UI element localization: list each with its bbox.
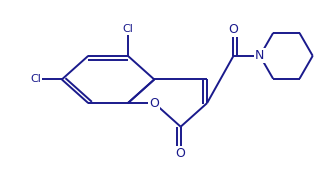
Text: O: O xyxy=(229,23,238,36)
Text: O: O xyxy=(176,147,186,160)
Text: Cl: Cl xyxy=(30,75,41,84)
Text: Cl: Cl xyxy=(122,24,133,35)
Text: O: O xyxy=(149,97,159,110)
Text: N: N xyxy=(255,49,265,62)
